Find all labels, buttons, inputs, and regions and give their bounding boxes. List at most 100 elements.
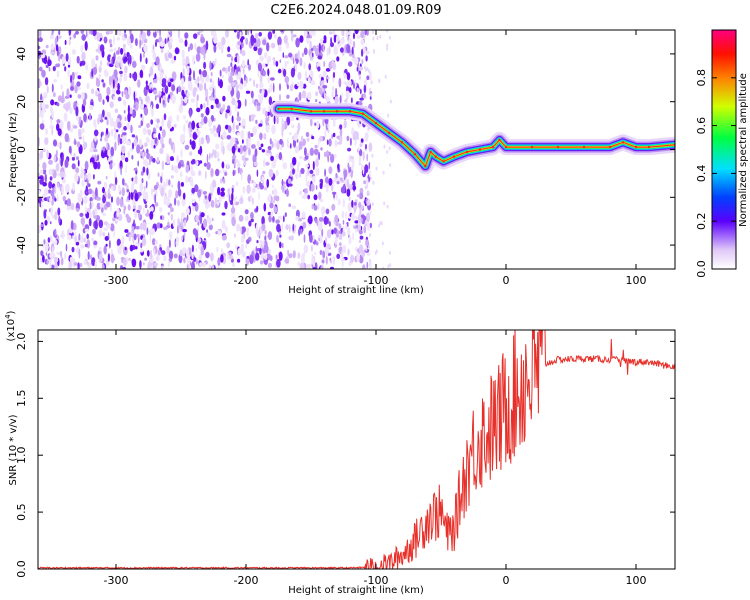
noise-speckle <box>149 156 151 166</box>
noise-speckle <box>105 142 108 151</box>
noise-speckle <box>159 207 163 213</box>
noise-speckle <box>71 49 77 55</box>
noise-speckle <box>317 137 320 148</box>
noise-speckle <box>54 211 58 221</box>
noise-speckle <box>109 163 113 170</box>
noise-speckle <box>383 144 386 149</box>
noise-speckle <box>161 117 165 127</box>
noise-speckle <box>117 82 120 92</box>
noise-speckle <box>161 143 165 149</box>
noise-speckle <box>70 203 75 211</box>
noise-speckle <box>106 119 109 126</box>
noise-speckle <box>124 116 127 122</box>
noise-speckle <box>278 152 283 161</box>
noise-speckle <box>281 156 284 162</box>
noise-speckle <box>252 197 254 206</box>
noise-speckle <box>54 37 58 47</box>
noise-speckle <box>79 262 83 268</box>
noise-speckle <box>301 90 307 99</box>
noise-speckle <box>314 122 317 126</box>
noise-speckle <box>275 254 278 260</box>
noise-speckle <box>38 45 41 50</box>
noise-speckle <box>252 126 258 135</box>
noise-speckle <box>56 102 60 107</box>
noise-speckle <box>309 147 314 156</box>
noise-speckle <box>268 168 274 178</box>
noise-speckle <box>271 141 274 148</box>
noise-speckle <box>93 240 98 246</box>
noise-speckle <box>356 253 360 263</box>
noise-speckle <box>118 184 121 193</box>
noise-speckle <box>225 30 229 38</box>
noise-speckle <box>114 141 117 152</box>
noise-speckle <box>168 52 173 59</box>
noise-speckle <box>221 74 224 79</box>
noise-speckle <box>121 145 126 154</box>
noise-speckle <box>85 64 88 71</box>
noise-speckle <box>351 200 354 208</box>
noise-speckle <box>342 219 345 225</box>
noise-speckle <box>222 145 225 156</box>
noise-speckle <box>354 138 357 146</box>
noise-speckle <box>300 135 304 143</box>
noise-speckle <box>231 82 236 86</box>
noise-speckle <box>151 61 154 68</box>
noise-speckle <box>341 92 344 98</box>
noise-speckle <box>236 54 240 64</box>
noise-speckle <box>345 90 350 100</box>
noise-speckle <box>38 37 43 43</box>
noise-speckle <box>173 124 177 128</box>
noise-speckle <box>100 113 103 124</box>
noise-speckle <box>52 139 58 147</box>
noise-speckle <box>193 33 198 39</box>
noise-speckle <box>102 212 107 217</box>
trace-point <box>452 155 456 158</box>
noise-speckle <box>346 178 350 189</box>
noise-speckle <box>327 123 330 129</box>
noise-speckle <box>98 73 101 80</box>
noise-speckle <box>319 249 323 256</box>
noise-speckle <box>85 185 89 193</box>
noise-speckle <box>146 123 150 128</box>
noise-speckle <box>53 256 59 263</box>
noise-speckle <box>122 135 127 145</box>
noise-speckle <box>47 237 51 243</box>
noise-speckle <box>170 156 174 161</box>
noise-speckle <box>103 181 108 189</box>
noise-speckle <box>103 36 108 44</box>
noise-speckle <box>295 173 299 178</box>
noise-speckle <box>139 222 143 231</box>
noise-speckle <box>64 252 67 260</box>
noise-speckle <box>205 74 210 83</box>
noise-speckle <box>76 156 79 161</box>
noise-speckle <box>49 197 53 203</box>
noise-speckle <box>383 201 386 206</box>
noise-speckle <box>141 115 144 122</box>
noise-speckle <box>313 148 319 155</box>
noise-speckle <box>64 133 70 143</box>
noise-speckle <box>110 128 114 137</box>
noise-speckle <box>92 66 98 75</box>
noise-speckle <box>131 258 137 268</box>
noise-speckle <box>150 83 153 88</box>
noise-speckle <box>259 82 264 89</box>
noise-speckle <box>109 43 113 48</box>
noise-speckle <box>325 255 328 265</box>
noise-speckle <box>97 180 102 185</box>
noise-speckle <box>39 169 44 175</box>
noise-speckle <box>365 239 369 247</box>
noise-speckle <box>127 104 130 115</box>
noise-speckle <box>226 162 229 169</box>
noise-speckle <box>138 96 142 102</box>
noise-speckle <box>234 104 237 113</box>
noise-speckle <box>245 37 249 46</box>
noise-speckle <box>336 181 340 185</box>
noise-speckle <box>102 99 105 105</box>
noise-speckle <box>192 55 195 65</box>
noise-speckle <box>335 236 338 245</box>
noise-speckle <box>233 197 237 204</box>
noise-speckle <box>287 178 292 184</box>
noise-speckle <box>264 51 268 59</box>
noise-speckle <box>136 209 141 213</box>
noise-speckle <box>228 75 233 84</box>
